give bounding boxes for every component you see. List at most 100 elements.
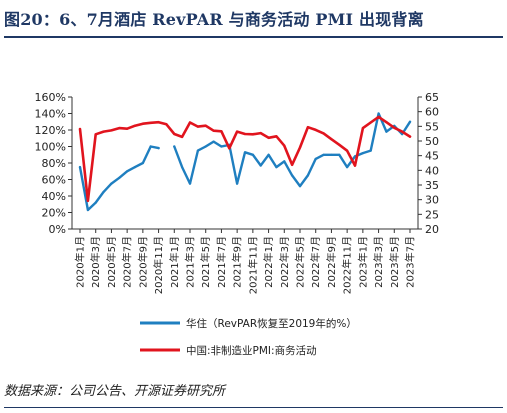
data-point-huazhu [126,170,129,173]
y-right-tick-label: 50 [425,135,439,148]
data-point-huazhu [212,140,215,143]
x-tick-label: 2023年1月 [356,236,369,288]
data-point-huazhu [275,166,278,169]
y-right-tick-label: 25 [425,208,439,221]
data-point-pmi [322,132,325,135]
y-right-tick-label: 65 [425,91,439,104]
data-point-pmi [126,127,129,130]
data-point-huazhu [102,190,105,193]
x-tick-label: 2020年11月 [152,236,165,294]
data-point-pmi [86,199,89,202]
data-point-huazhu [251,153,254,156]
data-point-pmi [385,121,388,124]
bottom-divider [4,407,503,408]
data-point-pmi [298,146,302,149]
legend-label-0: 华住（RevPAR恢复至2019年的%） [186,317,357,330]
data-point-pmi [393,126,396,129]
data-point-pmi [291,163,294,166]
x-tick-label: 2022年7月 [309,236,322,288]
y-left-tick-label: 0% [49,223,66,236]
x-tick-label: 2023年3月 [372,236,385,288]
source-note: 数据来源：公司公告、开源证券研究所 [4,384,226,399]
x-tick-label: 2020年7月 [121,236,134,288]
data-point-pmi [330,138,333,141]
data-point-huazhu [118,176,121,179]
data-point-pmi [149,121,152,124]
x-tick-label: 2021年7月 [215,236,228,288]
data-point-huazhu [110,182,113,185]
data-point-pmi [361,127,364,130]
data-point-pmi [118,127,121,130]
data-point-pmi [196,125,199,128]
data-point-huazhu [220,145,223,148]
data-point-huazhu [346,166,349,169]
data-point-huazhu [236,182,239,185]
x-tick-label: 2021年5月 [199,236,212,288]
data-point-huazhu [196,149,199,152]
data-point-pmi [102,130,105,133]
data-point-huazhu [330,153,333,156]
y-left-tick-label: 80% [42,157,66,170]
y-left-tick-label: 160% [35,91,66,104]
data-point-pmi [236,130,239,133]
data-point-pmi [133,124,137,127]
data-point-pmi [408,135,412,138]
data-point-pmi [243,132,247,136]
x-tick-label: 2021年3月 [184,236,197,288]
data-point-pmi [204,124,207,127]
data-point-huazhu [314,157,317,160]
data-point-pmi [212,129,215,132]
y-right-tick-label: 40 [425,164,439,177]
data-point-huazhu [149,145,152,148]
data-point-huazhu [306,174,309,177]
data-point-huazhu [259,164,262,167]
data-point-huazhu [338,153,341,156]
y-right-tick-label: 60 [425,106,439,119]
data-point-huazhu [283,160,286,163]
data-point-pmi [346,149,349,152]
x-tick-label: 2020年9月 [136,236,149,288]
legend-label-1: 中国:非制造业PMI:商务活动 [186,344,317,357]
data-point-huazhu [369,149,372,152]
x-tick-label: 2020年1月 [74,236,87,288]
x-tick-label: 2021年11月 [246,236,259,294]
x-tick-label: 2023年7月 [404,236,417,288]
y-left-tick-label: 20% [42,207,66,220]
data-point-pmi [94,133,97,136]
data-point-pmi [141,122,144,125]
legend: 华住（RevPAR恢复至2019年的%） 中国:非制造业PMI:商务活动 [140,317,357,357]
data-point-huazhu [188,182,192,185]
series-line-business-pmi [78,115,412,203]
x-tick-label: 2022年9月 [325,236,338,288]
data-point-huazhu [78,166,82,169]
x-tick-label: 2022年1月 [262,236,275,288]
x-tick-label: 2021年9月 [231,236,244,288]
data-point-huazhu [133,166,137,169]
data-point-pmi [110,129,113,132]
data-point-huazhu [385,130,388,133]
y-left-tick-label: 60% [42,174,66,187]
title-divider [4,36,503,38]
data-point-pmi [165,123,168,126]
data-point-pmi [157,121,160,124]
x-tick-label: 2020年5月 [105,236,118,288]
data-point-huazhu [267,153,270,156]
data-point-huazhu [157,147,160,150]
data-point-huazhu [204,145,207,148]
data-point-pmi [188,121,192,124]
data-point-huazhu [141,161,144,165]
data-point-pmi [251,133,254,136]
data-point-pmi [401,130,404,133]
series-layer [78,112,412,212]
data-point-huazhu [377,112,380,115]
y-left-tick-label: 100% [35,141,66,154]
x-tick-label: 2021年1月 [168,236,181,288]
data-point-pmi [338,143,341,146]
data-point-huazhu [322,153,325,156]
data-point-huazhu [298,185,302,188]
data-point-pmi [306,126,309,129]
y-right-tick-label: 20 [425,223,439,236]
data-point-huazhu [408,120,412,123]
